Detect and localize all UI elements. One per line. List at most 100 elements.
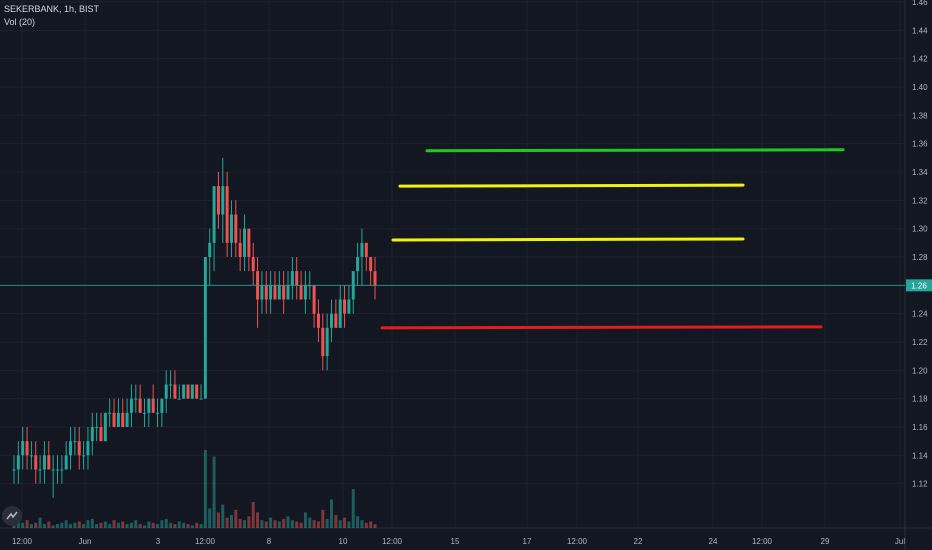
volume-bar: [195, 522, 199, 528]
candle-body: [243, 228, 247, 257]
volume-bar: [269, 517, 273, 528]
volume-bar: [243, 520, 247, 528]
candle-body: [151, 398, 155, 413]
candle-body: [103, 412, 107, 442]
volume-bar: [260, 520, 264, 528]
y-tick-label: 1.44: [912, 26, 928, 35]
candle-body: [221, 186, 225, 215]
volume-bar: [364, 522, 368, 528]
candle-body: [29, 455, 33, 457]
candle-body: [364, 242, 368, 257]
candle-body: [286, 285, 290, 300]
y-tick-label: 1.24: [912, 310, 928, 319]
last-price-label: 1.26: [911, 281, 927, 290]
x-tick-label: 12:00: [12, 537, 33, 546]
candle-body: [260, 285, 264, 300]
candle-body: [164, 384, 168, 399]
candle-body: [321, 327, 325, 357]
candle-body: [234, 214, 238, 243]
volume-bar: [360, 520, 364, 528]
candle-body: [312, 285, 316, 314]
volume-bar: [347, 521, 351, 528]
volume-bar: [273, 520, 277, 528]
volume-bar: [164, 518, 168, 528]
x-tick-label: 15: [451, 537, 460, 546]
volume-bar: [103, 521, 107, 528]
level-line[interactable]: [425, 148, 845, 153]
volume-bar: [225, 517, 229, 528]
candle-body: [290, 271, 294, 286]
y-tick-label: 1.16: [912, 423, 928, 432]
candle-body: [69, 441, 73, 456]
candle-body: [303, 285, 307, 300]
volume-bar: [343, 517, 347, 528]
candle-body: [156, 412, 160, 414]
candle-body: [195, 384, 199, 399]
volume-bar: [99, 522, 103, 528]
volume-bar: [42, 524, 46, 528]
level-line[interactable]: [391, 237, 745, 242]
volume-bar: [334, 515, 338, 528]
candle-body: [121, 412, 125, 427]
candle-body: [177, 398, 181, 400]
candle-body: [186, 384, 190, 399]
volume-bar: [299, 522, 303, 528]
y-tick-label: 1.28: [912, 253, 928, 262]
volume-bar: [151, 522, 155, 528]
volume-bar: [73, 522, 77, 528]
x-tick-label: 24: [709, 537, 718, 546]
candle-body: [173, 384, 177, 399]
tradingview-logo-icon[interactable]: [2, 506, 22, 526]
volume-bar: [29, 524, 33, 528]
volume-bar: [330, 499, 334, 528]
volume-bar: [373, 524, 377, 528]
candle-body: [51, 469, 55, 471]
candle-body: [112, 412, 116, 427]
volume-bar: [321, 509, 325, 528]
level-line[interactable]: [398, 183, 745, 188]
y-tick-label: 1.22: [912, 338, 928, 347]
volume-bar: [129, 522, 133, 528]
x-tick-label: 3: [156, 537, 161, 546]
volume-bar: [86, 520, 90, 528]
volume-bar: [190, 525, 194, 528]
symbol-legend[interactable]: SEKERBANK, 1h, BIST: [4, 4, 100, 14]
volume-bar: [308, 517, 312, 528]
candle-body: [325, 327, 329, 357]
candle-body: [21, 441, 25, 456]
volume-bar: [312, 520, 316, 528]
candle-body: [60, 469, 64, 471]
volume-bar: [212, 456, 216, 528]
volume-bar: [338, 520, 342, 528]
candle-body: [86, 441, 90, 456]
volume-legend[interactable]: Vol (20): [4, 17, 36, 27]
volume-bar: [51, 525, 55, 528]
volume-bar: [55, 524, 59, 528]
candle-body: [99, 427, 103, 442]
volume-bar: [282, 518, 286, 528]
volume-bar: [229, 515, 233, 528]
last-price-tag[interactable]: [906, 279, 932, 292]
candle-body: [212, 186, 216, 243]
volume-bar: [221, 504, 225, 528]
y-tick-label: 1.34: [912, 168, 928, 177]
x-tick-label: Jun: [79, 537, 92, 546]
candle-body: [38, 469, 42, 471]
candle-body: [199, 398, 203, 400]
y-tick-label: 1.46: [912, 0, 928, 7]
candle-body: [138, 398, 142, 413]
candle-body: [169, 384, 173, 386]
x-tick-label: 8: [267, 537, 272, 546]
candle-body: [182, 384, 186, 399]
volume-bar: [112, 520, 116, 528]
volume-bar: [316, 521, 320, 528]
candle-body: [360, 242, 364, 257]
candle-body: [64, 455, 68, 470]
candle-body: [347, 299, 351, 314]
candle-body: [95, 427, 99, 428]
volume-bar: [216, 512, 220, 528]
candle-body: [334, 313, 338, 328]
candle-body: [316, 313, 320, 328]
level-line[interactable]: [380, 325, 823, 330]
